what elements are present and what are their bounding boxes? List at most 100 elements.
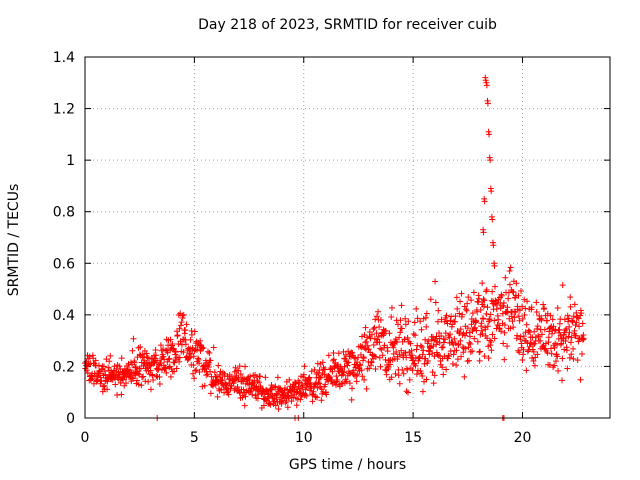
data-point: [473, 327, 480, 334]
data-point: [86, 353, 93, 360]
data-point: [147, 362, 154, 369]
data-point: [447, 317, 454, 324]
data-point: [152, 346, 159, 353]
data-point: [532, 354, 539, 361]
data-point: [284, 404, 291, 411]
data-point: [234, 383, 241, 390]
data-point: [488, 188, 495, 195]
data-point: [372, 365, 379, 372]
data-point: [413, 371, 420, 378]
data-point: [409, 367, 416, 374]
data-point: [507, 325, 514, 332]
data-point: [311, 381, 318, 388]
data-point: [571, 327, 578, 334]
data-point: [290, 394, 297, 401]
data-point: [204, 348, 211, 355]
data-point: [318, 374, 325, 381]
data-point: [301, 363, 308, 370]
data-point: [396, 380, 403, 387]
data-point: [412, 332, 419, 339]
data-point: [179, 314, 186, 321]
data-point: [504, 343, 511, 350]
data-point: [554, 353, 561, 360]
data-point: [487, 311, 494, 318]
data-point: [330, 349, 337, 356]
y-tick-label: 1.2: [53, 102, 75, 118]
y-axis-label: SRMTID / TECUs: [6, 183, 22, 297]
data-point: [466, 339, 473, 346]
data-point: [489, 288, 496, 295]
data-point: [288, 398, 295, 405]
data-point: [85, 361, 92, 368]
data-point: [318, 397, 325, 404]
data-point: [164, 358, 171, 365]
data-point: [443, 366, 450, 373]
data-point: [177, 322, 184, 329]
data-point: [316, 380, 323, 387]
data-point: [370, 325, 377, 332]
data-point: [134, 377, 141, 384]
data-point: [533, 309, 540, 316]
data-point: [255, 379, 262, 386]
data-point: [319, 359, 326, 366]
data-point: [383, 371, 390, 378]
data-point: [349, 385, 356, 392]
data-point: [166, 355, 173, 362]
data-point: [559, 377, 566, 384]
data-point: [241, 402, 248, 409]
data-point: [141, 353, 148, 360]
data-point: [100, 363, 107, 370]
data-point: [114, 392, 121, 399]
data-point: [265, 393, 272, 400]
data-point: [479, 301, 486, 308]
data-point: [418, 326, 425, 333]
data-point: [531, 340, 538, 347]
data-point: [567, 294, 574, 301]
data-point: [442, 336, 449, 343]
data-point: [344, 362, 351, 369]
data-point: [528, 304, 535, 311]
data-point: [452, 318, 459, 325]
data-point: [431, 353, 438, 360]
data-point: [559, 355, 566, 362]
data-point: [254, 377, 261, 384]
data-point: [156, 373, 163, 380]
data-point: [410, 331, 417, 338]
data-point: [487, 157, 494, 164]
data-point: [510, 324, 517, 331]
data-point: [481, 353, 488, 360]
data-point: [421, 360, 428, 367]
data-point: [130, 335, 137, 342]
data-point: [286, 376, 293, 383]
data-point: [477, 307, 484, 314]
data-point: [419, 388, 426, 395]
data-point: [242, 393, 249, 400]
data-point: [435, 307, 442, 314]
data-point: [163, 369, 170, 376]
data-point: [572, 322, 579, 329]
data-point: [368, 358, 375, 365]
data-point: [562, 327, 569, 334]
x-tick-label: 0: [81, 430, 90, 446]
data-point: [218, 386, 225, 393]
data-point: [565, 315, 572, 322]
data-point: [386, 330, 393, 337]
data-point: [524, 298, 531, 305]
data-point: [169, 340, 176, 347]
data-point: [574, 357, 581, 364]
data-point: [544, 349, 551, 356]
data-point: [343, 378, 350, 385]
data-point: [423, 310, 430, 317]
data-point: [388, 374, 395, 381]
data-point: [299, 382, 306, 389]
y-tick-label: 0.8: [53, 205, 75, 221]
data-point: [501, 321, 508, 328]
data-series-srmtid: [82, 74, 587, 421]
data-point: [377, 345, 384, 352]
data-point: [454, 305, 461, 312]
data-point: [371, 324, 378, 331]
data-point: [547, 312, 554, 319]
data-point: [525, 327, 532, 334]
data-point: [192, 367, 199, 374]
data-point: [207, 357, 214, 364]
